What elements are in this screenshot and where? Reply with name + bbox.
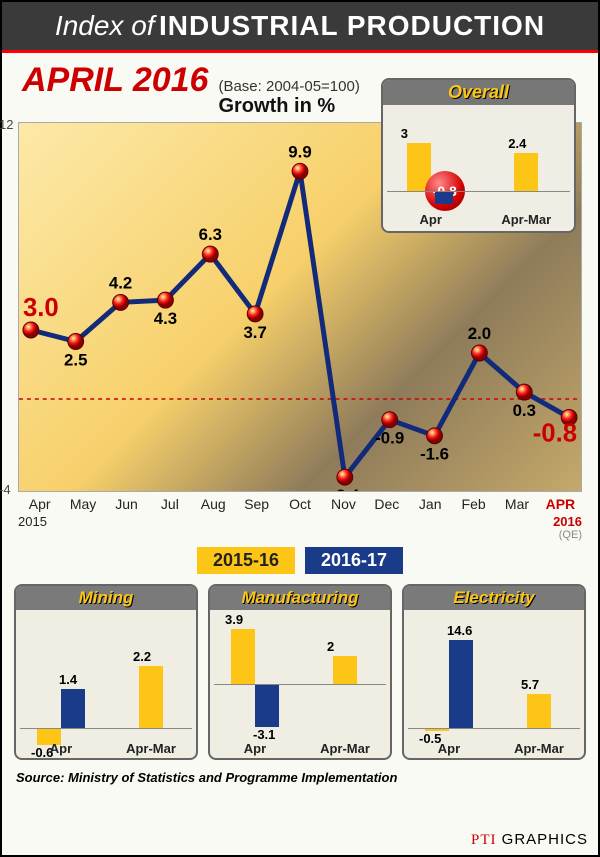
source-note: Source: Ministry of Statistics and Progr… xyxy=(16,770,598,785)
bar-a xyxy=(139,666,163,728)
svg-text:-3.4: -3.4 xyxy=(330,486,360,491)
bar-b xyxy=(255,684,279,727)
bar-a-label: 3.9 xyxy=(225,612,243,627)
group-label: Apr xyxy=(16,741,106,756)
base-note: (Base: 2004-05=100) xyxy=(218,78,359,95)
panel-manufacturing: Manufacturing3.9-3.1Apr2Apr-Mar xyxy=(208,584,392,760)
bar-a-label: 2 xyxy=(327,639,334,654)
x-label: Sep xyxy=(235,496,278,512)
panel-title: Electricity xyxy=(404,586,584,610)
group-label: Apr-Mar xyxy=(494,741,584,756)
x-label: APR xyxy=(539,496,582,512)
group-label: Apr xyxy=(383,212,479,227)
ytick-max: 12 xyxy=(0,117,13,132)
x-label: Feb xyxy=(452,496,495,512)
x-label: Apr xyxy=(18,496,61,512)
bar-a xyxy=(333,656,357,684)
svg-text:-1.6: -1.6 xyxy=(420,445,449,464)
x-label: Oct xyxy=(278,496,321,512)
baseline xyxy=(387,191,570,192)
x-label: Jul xyxy=(148,496,191,512)
svg-text:2.0: 2.0 xyxy=(468,324,491,343)
title-main: INDUSTRIAL PRODUCTION xyxy=(159,10,545,41)
bar-a xyxy=(514,153,538,191)
bar-a-label: 5.7 xyxy=(521,677,539,692)
svg-text:3.0: 3.0 xyxy=(23,294,59,322)
credit: PTI GRAPHICS xyxy=(471,831,588,849)
baseline xyxy=(20,728,192,729)
svg-text:2.5: 2.5 xyxy=(64,350,87,369)
x-label: Jun xyxy=(105,496,148,512)
bar-b xyxy=(435,191,453,204)
bar-b xyxy=(449,640,473,728)
sector-panels: Mining-0.61.4Apr2.2Apr-MarManufacturing3… xyxy=(14,584,586,760)
x-label: Nov xyxy=(322,496,365,512)
svg-text:3.7: 3.7 xyxy=(243,323,266,342)
year-row: 2015 2016 xyxy=(18,514,582,529)
panel-body: -0.514.6Apr5.7Apr-Mar xyxy=(404,610,584,758)
growth-label: Growth in % xyxy=(218,95,359,118)
bar-a xyxy=(527,694,551,728)
overall-title: Overall xyxy=(383,80,574,105)
credit-pti: PTI xyxy=(471,832,497,848)
x-label: Aug xyxy=(192,496,235,512)
x-label: Jan xyxy=(409,496,452,512)
bar-a-label: 2.4 xyxy=(508,136,526,151)
overall-chart: 3-0.8Apr2.4Apr-Mar xyxy=(383,105,574,229)
title-prefix: Index of xyxy=(55,10,155,41)
panel-title: Mining xyxy=(16,586,196,610)
x-label: Mar xyxy=(495,496,538,512)
bar-a-label: 3 xyxy=(401,126,408,141)
svg-text:4.3: 4.3 xyxy=(154,309,177,328)
baseline xyxy=(408,728,580,729)
group-label: Apr-Mar xyxy=(300,741,390,756)
svg-text:6.3: 6.3 xyxy=(199,225,222,244)
group-label: Apr-Mar xyxy=(479,212,575,227)
group-label: Apr xyxy=(404,741,494,756)
bar-b-label: 1.4 xyxy=(59,672,77,687)
group-label: Apr-Mar xyxy=(106,741,196,756)
panel-mining: Mining-0.61.4Apr2.2Apr-Mar xyxy=(14,584,198,760)
panel-electricity: Electricity-0.514.6Apr5.7Apr-Mar xyxy=(402,584,586,760)
period-label: APRIL 2016 xyxy=(22,61,208,100)
ytick-min: -4 xyxy=(0,482,11,497)
group-label: Apr xyxy=(210,741,300,756)
bar-b xyxy=(61,689,85,728)
bar-a-label: 2.2 xyxy=(133,649,151,664)
svg-text:-0.8: -0.8 xyxy=(533,419,577,447)
svg-text:4.2: 4.2 xyxy=(109,273,132,292)
panel-title: Manufacturing xyxy=(210,586,390,610)
year-right: 2016 xyxy=(553,514,582,529)
title-bar: Index of INDUSTRIAL PRODUCTION xyxy=(2,2,598,53)
legend: 2015-16 2016-17 xyxy=(2,547,598,574)
infographic-container: Index of INDUSTRIAL PRODUCTION APRIL 201… xyxy=(0,0,600,857)
panel-body: 3.9-3.1Apr2Apr-Mar xyxy=(210,610,390,758)
x-label: Dec xyxy=(365,496,408,512)
qe-label: (QE) xyxy=(2,529,582,541)
x-label: May xyxy=(61,496,104,512)
svg-text:9.9: 9.9 xyxy=(288,142,311,161)
bar-a xyxy=(231,629,255,684)
legend-a: 2015-16 xyxy=(197,547,295,574)
bar-b-label: 14.6 xyxy=(447,623,472,638)
year-left: 2015 xyxy=(18,514,553,529)
svg-text:0.3: 0.3 xyxy=(513,401,536,420)
baseline xyxy=(214,684,386,685)
credit-graphics: GRAPHICS xyxy=(496,831,588,848)
svg-text:-0.9: -0.9 xyxy=(375,429,404,448)
overall-panel: Overall 3-0.8Apr2.4Apr-Mar xyxy=(381,78,576,233)
legend-b: 2016-17 xyxy=(305,547,403,574)
x-axis: AprMayJunJulAugSepOctNovDecJanFebMarAPR xyxy=(18,496,582,512)
panel-body: -0.61.4Apr2.2Apr-Mar xyxy=(16,610,196,758)
